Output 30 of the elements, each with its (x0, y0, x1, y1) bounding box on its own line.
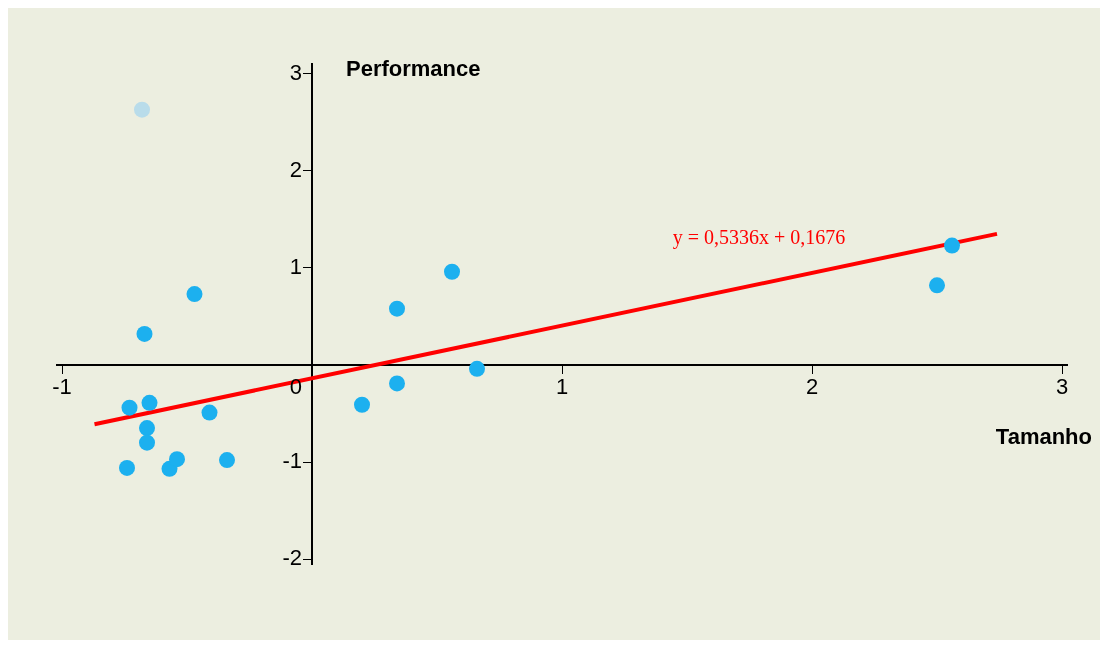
y-axis-title: Performance (346, 56, 481, 82)
point (169, 451, 185, 468)
point (139, 420, 155, 437)
y-tick-label: -1 (282, 448, 302, 474)
point (136, 325, 153, 342)
point (929, 277, 945, 294)
point (121, 399, 138, 416)
point (186, 286, 203, 303)
point (469, 360, 485, 377)
x-axis-title: Tamanho (995, 424, 1092, 450)
y-tick-label: 1 (289, 253, 302, 279)
x-tick-label: -1 (52, 374, 72, 400)
point (141, 394, 158, 411)
x-tick-label: 3 (1055, 374, 1069, 400)
point (219, 452, 235, 469)
point (354, 396, 370, 413)
point (139, 434, 155, 451)
y-tick-label: 3 (289, 59, 302, 85)
point (389, 300, 405, 317)
point (944, 237, 960, 254)
point (134, 101, 150, 118)
x-tick-label: 1 (555, 374, 569, 400)
y-tick-label: -2 (282, 545, 302, 571)
y-tick-label: 2 (289, 156, 302, 182)
x-tick-label: 2 (805, 374, 819, 400)
point (444, 263, 460, 280)
annotation: y = 0,5336x + 0,1676 (672, 226, 846, 250)
point (201, 404, 218, 421)
point (119, 459, 135, 476)
point (389, 375, 405, 392)
